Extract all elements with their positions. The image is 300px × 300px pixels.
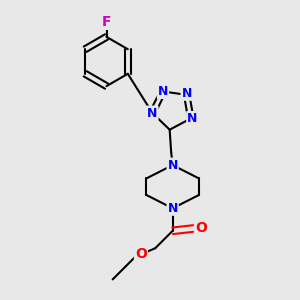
Text: F: F: [102, 15, 111, 29]
Text: O: O: [195, 221, 207, 236]
Text: N: N: [167, 159, 178, 172]
Text: N: N: [158, 85, 168, 98]
Text: N: N: [147, 106, 158, 119]
Text: O: O: [135, 247, 147, 261]
Text: N: N: [167, 202, 178, 215]
Text: N: N: [182, 87, 192, 100]
Text: N: N: [187, 112, 197, 125]
